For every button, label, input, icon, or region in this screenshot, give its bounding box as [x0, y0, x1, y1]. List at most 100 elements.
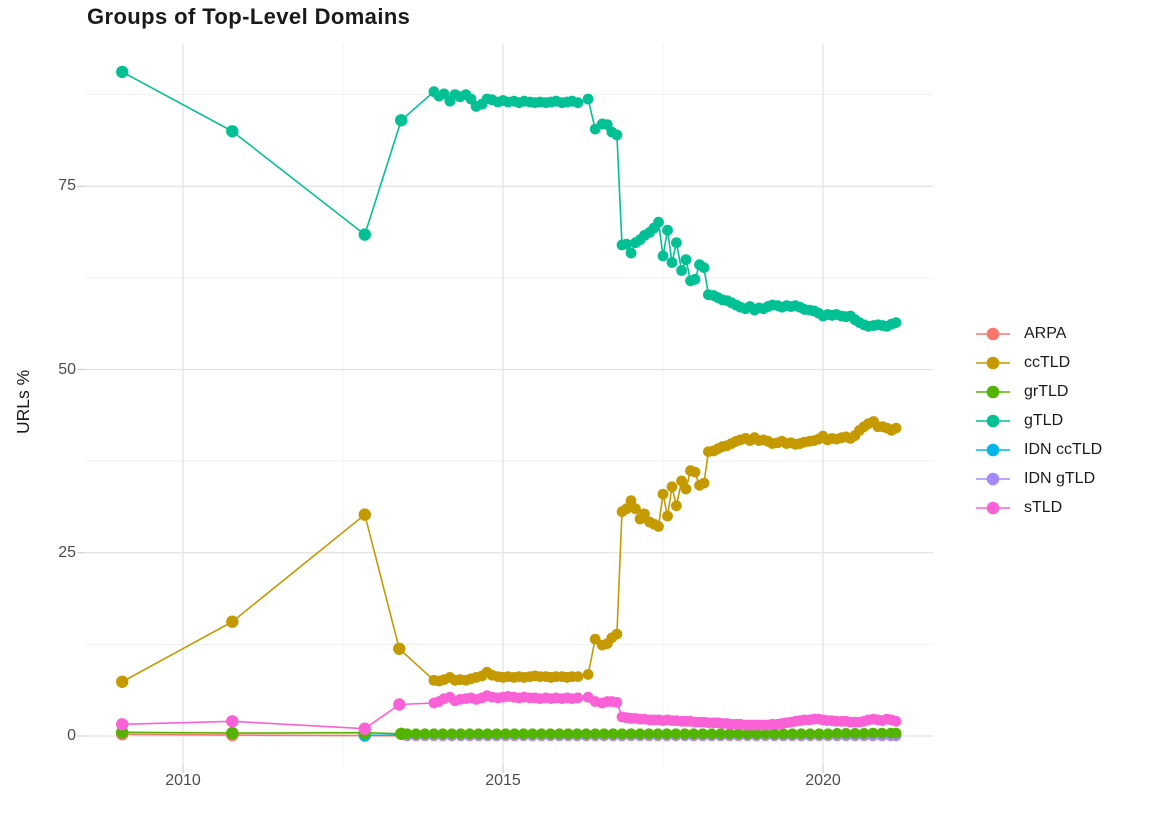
legend-key-icon — [976, 327, 1010, 340]
legend-item-label: sTLD — [1024, 498, 1063, 516]
data-point — [536, 728, 547, 740]
data-point — [822, 728, 834, 740]
data-point — [643, 728, 655, 740]
data-point — [358, 228, 371, 241]
data-point — [455, 728, 467, 740]
data-point — [670, 728, 682, 740]
data-point — [527, 728, 538, 740]
legend-item-gtld: gTLD — [976, 406, 1102, 435]
legend-key-icon — [976, 472, 1010, 485]
x-tick-label: 2010 — [165, 772, 201, 789]
chart-title: Groups of Top-Level Domains — [87, 4, 411, 29]
data-point — [751, 728, 762, 740]
data-point — [625, 728, 637, 740]
data-point — [116, 65, 129, 79]
legend: ARPA ccTLD grTLD gTLD IDN ccTLD IDN gTLD sTLD — [976, 319, 1102, 522]
data-point — [226, 726, 239, 740]
data-point — [580, 728, 592, 740]
data-point — [607, 728, 619, 740]
data-point — [657, 250, 669, 262]
legend-item-label: IDN ccTLD — [1024, 440, 1103, 458]
data-point — [706, 728, 717, 740]
data-point — [653, 216, 664, 228]
data-point — [876, 727, 888, 739]
data-point — [698, 262, 710, 273]
data-point — [698, 477, 710, 489]
data-point — [464, 728, 476, 740]
data-point — [500, 728, 511, 740]
data-point — [769, 728, 780, 740]
data-point — [395, 114, 408, 127]
y-tick-label: 50 — [58, 360, 76, 378]
legend-item-grtld: grTLD — [976, 377, 1102, 406]
legend-item-label: gTLD — [1024, 411, 1064, 429]
data-point — [858, 728, 870, 739]
legend-item-label: ccTLD — [1024, 353, 1071, 371]
data-point — [116, 718, 129, 731]
legend-key-icon — [976, 443, 1010, 456]
data-point — [625, 495, 637, 507]
legend-item-cctld: ccTLD — [976, 348, 1102, 377]
legend-item-label: IDN gTLD — [1024, 469, 1096, 487]
data-point — [393, 642, 406, 655]
data-point — [639, 508, 650, 520]
legend-item-idn-cctld: IDN ccTLD — [976, 435, 1102, 464]
data-point — [831, 728, 843, 739]
data-point — [621, 503, 632, 515]
data-point — [742, 728, 753, 740]
data-point — [688, 728, 700, 740]
data-point — [661, 728, 673, 740]
legend-item-label: ARPA — [1024, 324, 1067, 342]
legend-key-icon — [976, 385, 1010, 398]
data-point — [689, 466, 701, 478]
data-point — [795, 728, 807, 740]
data-point — [890, 727, 902, 739]
data-point — [446, 728, 458, 740]
data-point — [630, 503, 641, 515]
data-point — [611, 628, 623, 640]
data-point — [358, 722, 371, 735]
data-point — [491, 728, 502, 740]
x-tick-label: 2015 — [485, 772, 521, 789]
data-point — [410, 728, 422, 740]
data-point — [545, 728, 556, 740]
data-point — [611, 696, 623, 708]
data-point — [226, 125, 239, 138]
data-point — [890, 715, 902, 727]
data-point — [226, 715, 239, 728]
data-point — [671, 237, 682, 249]
data-point — [733, 728, 744, 740]
data-point — [621, 238, 632, 250]
data-point — [428, 728, 440, 740]
data-point — [804, 728, 816, 740]
data-point — [419, 728, 431, 740]
legend-item-label: grTLD — [1024, 382, 1069, 400]
data-point — [393, 698, 406, 711]
y-axis-title: URLs % — [13, 369, 33, 434]
data-point — [438, 88, 450, 100]
legend-item-arpa: ARPA — [976, 319, 1102, 348]
data-point — [437, 728, 449, 740]
data-point — [666, 257, 678, 268]
data-point — [652, 728, 664, 740]
data-point — [715, 728, 726, 740]
data-point — [553, 728, 565, 740]
x-tick-label: 2020 — [805, 772, 841, 789]
data-point — [562, 728, 574, 740]
data-point — [473, 728, 485, 740]
data-point — [786, 728, 798, 740]
legend-key-icon — [976, 356, 1010, 369]
data-point — [867, 727, 879, 739]
data-point — [666, 481, 678, 493]
data-point — [680, 483, 692, 495]
data-point — [572, 97, 584, 109]
data-point — [589, 728, 601, 740]
data-point — [401, 728, 413, 740]
data-point — [890, 317, 902, 328]
series-line-cctld — [121, 420, 897, 683]
data-point — [582, 669, 594, 680]
y-tick-label: 25 — [58, 543, 76, 561]
data-point — [582, 93, 594, 105]
data-point — [849, 728, 861, 739]
